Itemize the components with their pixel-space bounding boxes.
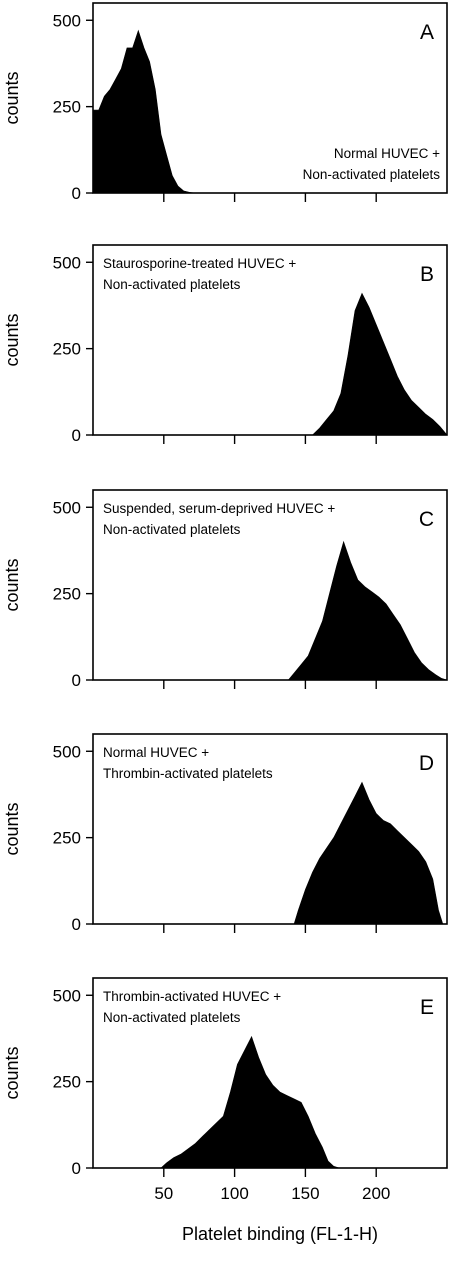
plot-frame [92,244,448,436]
y-axis-title: counts [2,558,22,611]
panel-annotation: Non-activated platelets [103,1010,241,1025]
x-tick-label: 50 [154,1184,173,1203]
panel-annotation: Normal HUVEC + [103,745,209,760]
panel-e: 0 250 500 50 100 150 200 counts E Thrombin-activa… [2,977,448,1244]
panel-a: 0 250 500 counts A Normal HUVEC + Non-activate… [2,2,448,203]
panel-annotation: Normal HUVEC + [334,146,440,161]
y-tick-label: 250 [53,829,81,848]
y-tick-label: 250 [53,340,81,359]
panel-letter: E [420,996,434,1019]
y-tick-label: 500 [53,742,81,761]
histogram-area [93,1035,447,1169]
y-tick-label: 250 [53,98,81,117]
x-tick-label: 200 [362,1184,390,1203]
y-tick-label: 500 [53,498,81,517]
panel-b: 0 250 500 counts B Staurosporine-treated HUVE… [2,244,448,445]
y-axis-title: counts [2,1046,22,1099]
y-tick-label: 500 [53,986,81,1005]
y-tick-label: 0 [72,915,81,934]
panel-letter: D [419,752,434,775]
y-axis-title: counts [2,71,22,124]
panel-annotation: Non-activated platelets [303,167,441,182]
panel-d: 0 250 500 counts D Normal HUVEC + Thrombin-act… [2,733,448,934]
x-tick-label: 150 [291,1184,319,1203]
y-tick-label: 500 [53,253,81,272]
y-axis-title: counts [2,313,22,366]
panel-letter: C [419,508,434,531]
histogram-area [93,540,448,681]
y-tick-label: 0 [72,184,81,203]
plot-frame [92,977,448,1169]
plot-frame [92,733,448,925]
panel-annotation: Non-activated platelets [103,277,241,292]
plot-frame [92,2,448,194]
y-tick-label: 0 [72,671,81,690]
panel-annotation: Thrombin-activated platelets [103,766,273,781]
panel-letter: B [420,263,434,286]
y-tick-label: 250 [53,1073,81,1092]
y-tick-label: 0 [72,1159,81,1178]
plot-frame [92,489,448,681]
y-tick-label: 500 [53,11,81,30]
y-axis-title: counts [2,802,22,855]
panel-annotation: Suspended, serum-deprived HUVEC + [103,501,335,516]
x-axis-title: Platelet binding (FL-1-H) [182,1224,378,1244]
histogram-area [93,292,448,436]
panel-letter: A [420,21,434,44]
y-tick-label: 0 [72,426,81,445]
panel-annotation: Thrombin-activated HUVEC + [103,989,281,1004]
x-tick-label: 100 [220,1184,248,1203]
y-tick-label: 250 [53,585,81,604]
panel-annotation: Staurosporine-treated HUVEC + [103,256,296,271]
histogram-area [93,781,447,925]
panel-c: 0 250 500 counts C Suspended, serum-deprived … [2,489,448,690]
panel-annotation: Non-activated platelets [103,522,241,537]
